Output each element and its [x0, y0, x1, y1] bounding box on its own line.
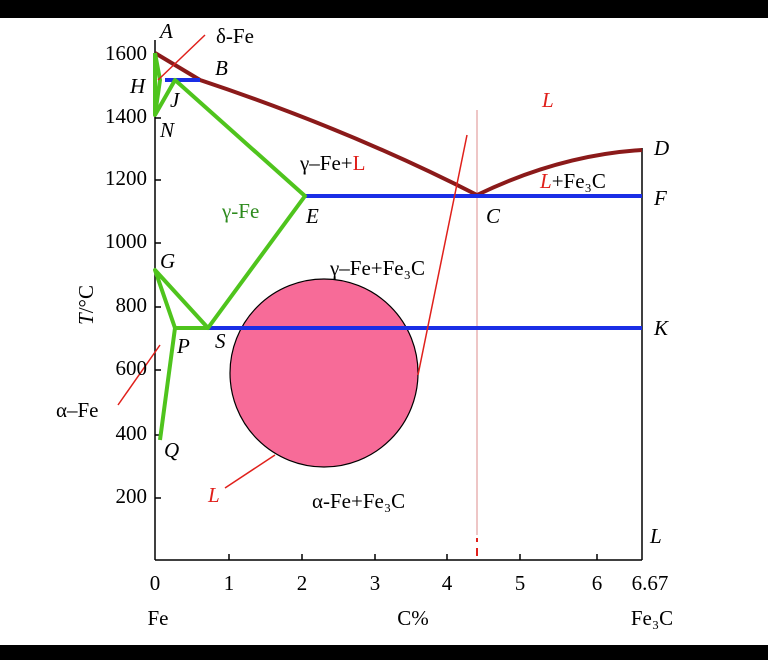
phase-boundaries — [153, 52, 307, 441]
x-tick-label: 1 — [224, 571, 235, 595]
x-left-end: Fe — [148, 606, 169, 630]
point-label: B — [215, 56, 228, 80]
x-tick-label: 4 — [442, 571, 453, 595]
y-tick-label: 1200 — [105, 166, 147, 190]
phase-part: +Fe₃C — [552, 169, 606, 193]
point-label: L — [649, 524, 662, 548]
x-tick-label: 6 — [592, 571, 603, 595]
point-label: A — [158, 19, 173, 43]
phase-label: α–Fe — [56, 398, 99, 422]
phase-label: γ-Fe — [221, 199, 259, 223]
x-tick-label: 3 — [370, 571, 381, 595]
x-tick-label: 2 — [297, 571, 308, 595]
phase-part: L — [539, 169, 552, 193]
point-label: C — [486, 204, 501, 228]
y-tick-label: 600 — [116, 356, 148, 380]
point-label: P — [176, 334, 190, 358]
phase-label: α-Fe+Fe₃C — [312, 489, 405, 513]
y-title: T/°C — [74, 285, 98, 325]
y-ticks: 1600 1400 1200 1000 800 600 400 200 — [105, 41, 147, 508]
point-label: Q — [164, 438, 179, 462]
phase-part: L — [353, 151, 366, 175]
phase-label: L+Fe₃C — [539, 169, 606, 193]
liquid-droplet — [229, 278, 419, 468]
liquidus — [153, 51, 643, 198]
phase-label: δ-Fe — [216, 24, 254, 48]
x-tick-label: 6.67 — [632, 571, 669, 595]
y-tick-label: 400 — [116, 421, 148, 445]
point-label: G — [160, 249, 175, 273]
phase-label: L — [207, 483, 220, 507]
y-title-unit: /°C — [74, 285, 98, 313]
isotherms — [165, 78, 642, 330]
point-label: E — [305, 204, 319, 228]
y-title-symbol: T — [74, 312, 98, 325]
y-tick-label: 200 — [116, 484, 148, 508]
x-title: C% — [397, 606, 429, 630]
x-tick-label: 5 — [515, 571, 526, 595]
point-label: S — [215, 329, 226, 353]
point-labels: A B H J N D F E C G K P S Q L — [129, 19, 669, 548]
x-tick-label: 0 — [150, 571, 161, 595]
y-tick-label: 1600 — [105, 41, 147, 65]
phase-part: γ–Fe+ — [299, 151, 353, 175]
point-label: N — [159, 118, 175, 142]
phase-label: γ–Fe+Fe₃C — [329, 256, 425, 280]
phase-label: L — [541, 88, 554, 112]
y-tick-label: 1000 — [105, 229, 147, 253]
point-label: F — [653, 186, 667, 210]
phase-label: γ–Fe+L — [299, 151, 365, 175]
point-label: H — [129, 74, 147, 98]
x-right-end: Fe₃C — [631, 606, 673, 630]
point-label: D — [653, 136, 669, 160]
point-label: J — [170, 88, 181, 112]
x-ticks: 0 1 2 3 4 5 6 6.67 Fe C% Fe₃C — [148, 571, 674, 630]
y-tick-label: 800 — [116, 293, 148, 317]
pointers — [117, 34, 468, 489]
y-tick-label: 1400 — [105, 104, 147, 128]
point-label: K — [653, 316, 669, 340]
